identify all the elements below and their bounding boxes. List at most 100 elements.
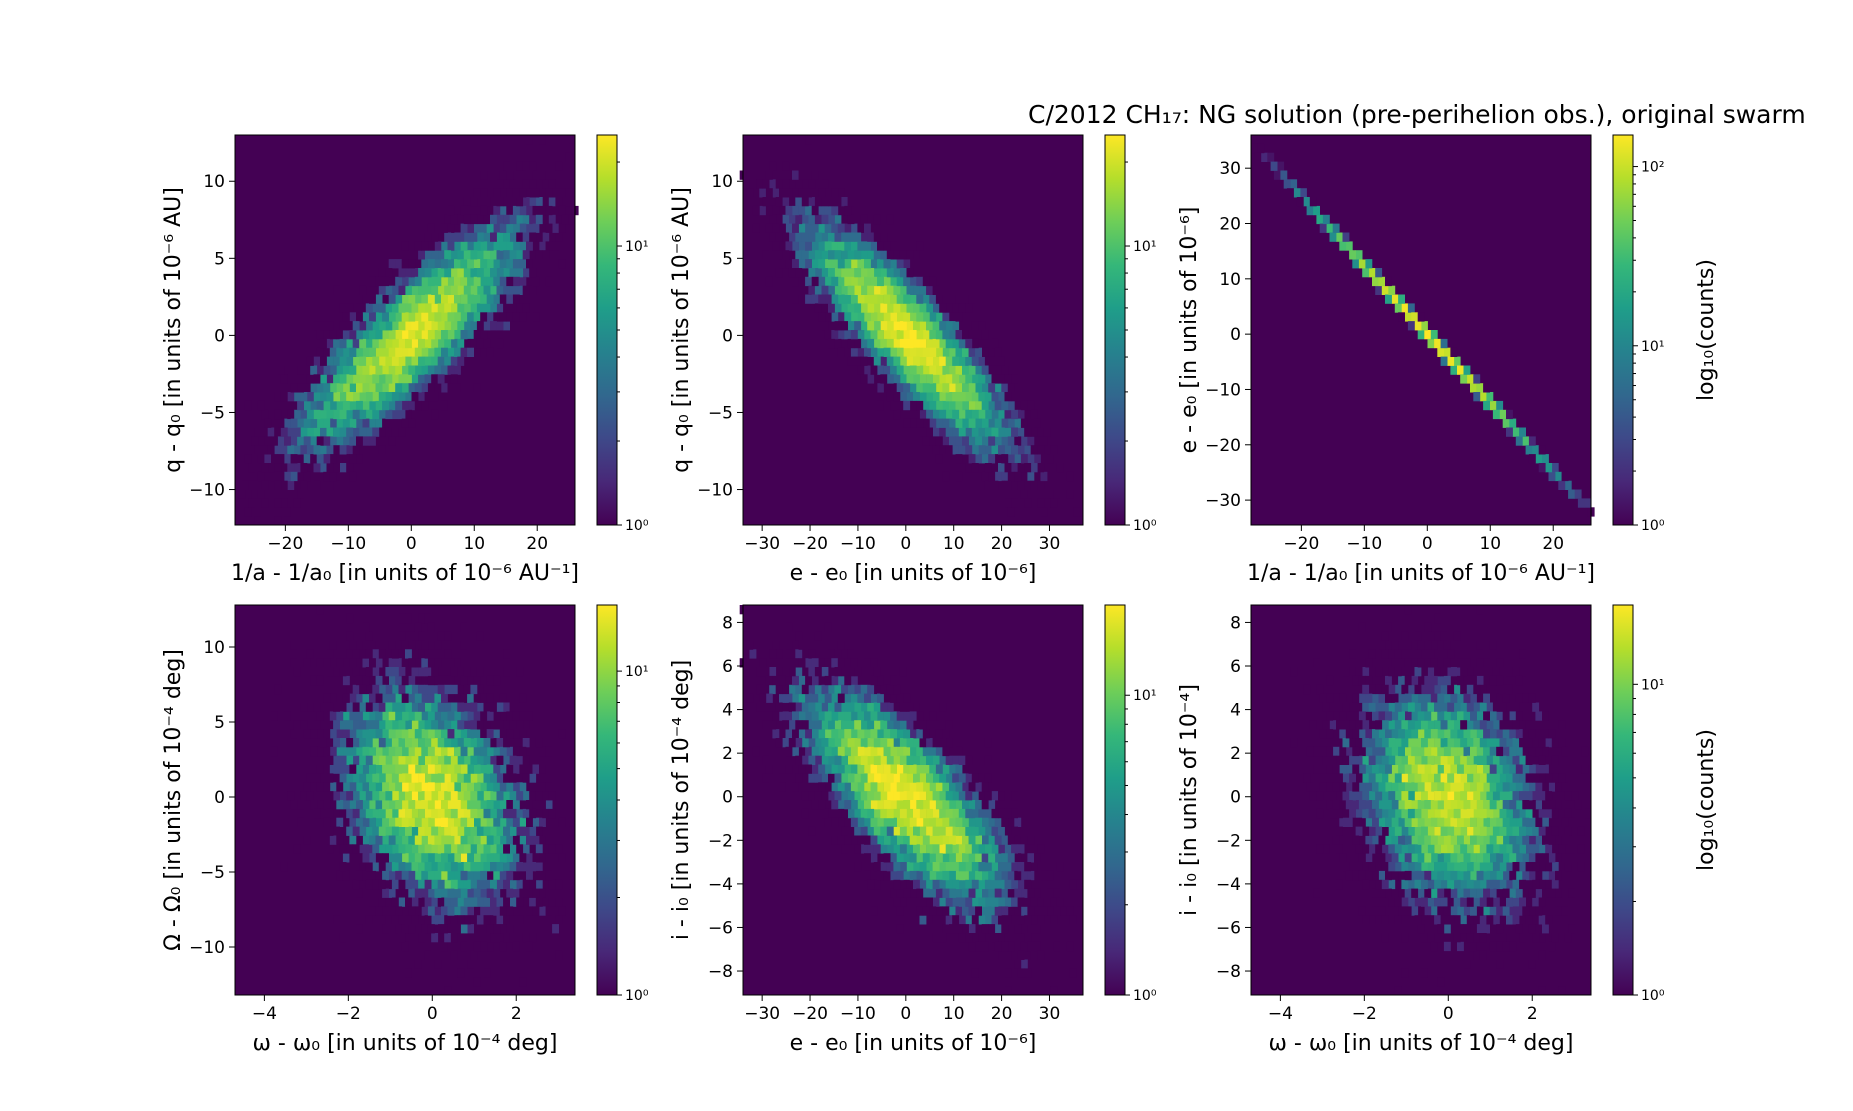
- hexbin-cell: [1437, 693, 1445, 703]
- hexbin-cell: [991, 427, 999, 437]
- hexbin-cell: [457, 303, 465, 313]
- hexbin-cell: [280, 392, 288, 402]
- hexbin-cell: [857, 764, 865, 774]
- hexbin-cell: [870, 276, 878, 287]
- y-tick-label: −6: [1216, 918, 1241, 938]
- hexbin-cell: [1453, 879, 1461, 890]
- hexbin-cell: [864, 330, 871, 340]
- hexbin-cell: [486, 835, 494, 845]
- hexbin-cell: [1558, 773, 1566, 783]
- hexbin-cell: [441, 924, 448, 934]
- hexbin-cell: [1483, 711, 1490, 721]
- hexbin-cell: [411, 667, 419, 677]
- hexbin-cell: [1404, 746, 1412, 757]
- hexbin-cell: [1043, 427, 1051, 437]
- hexbin-cell: [1024, 862, 1032, 872]
- hexbin-cell: [424, 738, 432, 748]
- hexbin-cell: [1463, 959, 1471, 969]
- hexbin-cell: [1417, 817, 1425, 827]
- hexbin-cell: [1437, 870, 1445, 881]
- hexbin-cell: [1040, 906, 1048, 916]
- hexbin-cell: [280, 374, 288, 384]
- hexbin-cell: [1375, 738, 1383, 748]
- hexbin-cell: [850, 658, 858, 668]
- hexbin-cell: [388, 888, 396, 898]
- hexbin-cell: [818, 312, 826, 322]
- hexbin-cell: [1506, 773, 1513, 783]
- hexbin-cell: [450, 338, 458, 349]
- hexbin-cell: [342, 711, 350, 721]
- hexbin-cell: [988, 835, 996, 845]
- hexbin-cell: [293, 667, 301, 677]
- hexbin-cell: [493, 205, 501, 216]
- hexbin-cell: [1007, 888, 1015, 898]
- hexbin-cell: [434, 853, 442, 863]
- hexbin-cell: [1004, 409, 1012, 420]
- hexbin-cell: [795, 720, 803, 730]
- hexbin-cell: [499, 853, 507, 863]
- hexbin-cell: [1411, 870, 1419, 881]
- hexbin-cell: [1551, 808, 1559, 819]
- hexbin-cell: [532, 276, 540, 287]
- hexbin-cell: [1020, 959, 1028, 969]
- hexbin-cell: [336, 835, 344, 845]
- hexbin-cell: [1492, 720, 1500, 730]
- hexbin-cell: [1404, 640, 1412, 650]
- hexbin-cell: [548, 844, 556, 854]
- hexbin-cell: [792, 223, 799, 233]
- hexbin-cell: [896, 835, 904, 845]
- hexbin-cell: [929, 294, 937, 304]
- hexbin-cell: [795, 631, 803, 641]
- hexbin-cell: [1037, 463, 1045, 473]
- hexbin-cell: [1463, 888, 1471, 898]
- hexbin-cell: [1368, 684, 1376, 695]
- hexbin-cell: [346, 445, 354, 455]
- hexbin-cell: [333, 738, 340, 748]
- hexbin-cell: [349, 729, 357, 739]
- hexbin-cell: [290, 436, 298, 446]
- hexbin-cell: [568, 179, 576, 189]
- hexbin-cell: [463, 197, 471, 207]
- hexbin-cell: [506, 906, 514, 916]
- hexbin-cell: [359, 427, 367, 437]
- hexbin-cell: [1470, 800, 1477, 810]
- hexbin-cell: [1509, 418, 1517, 428]
- hexbin-cell: [349, 312, 357, 322]
- hexbin-cell: [522, 773, 530, 783]
- hexbin-cell: [1486, 808, 1494, 819]
- hexbin-cell: [975, 941, 982, 952]
- hexbin-cell: [1542, 454, 1549, 464]
- hexbin-cell: [775, 197, 783, 207]
- hexbin-cell: [336, 365, 344, 375]
- hexbin-cell: [362, 383, 370, 393]
- hexbin-cell: [339, 356, 347, 366]
- hexbin-cell: [405, 738, 412, 748]
- hexbin-cell: [1011, 826, 1018, 836]
- hexbin-cell: [378, 879, 386, 890]
- hexbin-cell: [1391, 870, 1399, 881]
- hexbin-cell: [841, 684, 848, 695]
- hexbin-cell: [949, 800, 956, 810]
- hexbin-cell: [516, 791, 524, 801]
- hexbin-cell: [919, 808, 927, 819]
- hexbin-cell: [486, 782, 494, 792]
- hexbin-cell: [280, 862, 288, 872]
- hexbin-cell: [284, 454, 291, 464]
- hexbin-cell: [1450, 764, 1458, 774]
- hexbin-cell: [1014, 853, 1022, 863]
- hexbin-cell: [1460, 862, 1468, 872]
- hexbin-cell: [1443, 658, 1451, 668]
- hexbin-cell: [890, 746, 897, 757]
- hexbin-cell: [391, 755, 399, 765]
- hexbin-cell: [899, 374, 907, 384]
- hexbin-cell: [935, 870, 943, 881]
- hexbin-cell: [414, 746, 422, 757]
- hexbin-cell: [1443, 853, 1451, 863]
- hexbin-cell: [1519, 933, 1526, 943]
- hexbin-cell: [1463, 782, 1471, 792]
- hexbin-cell: [1538, 897, 1546, 907]
- hexbin-cell: [991, 826, 999, 836]
- hexbin-cell: [1365, 259, 1373, 269]
- hexbin-cell: [480, 870, 488, 881]
- hexbin-cell: [1460, 755, 1468, 765]
